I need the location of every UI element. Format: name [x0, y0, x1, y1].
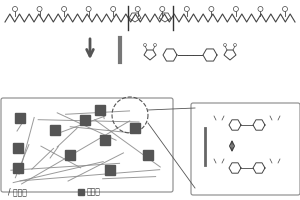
- Bar: [13, 143, 23, 153]
- Text: 动态键: 动态键: [87, 187, 101, 196]
- Circle shape: [233, 6, 238, 11]
- Circle shape: [258, 6, 263, 11]
- Text: / 分子链: / 分子链: [8, 187, 27, 196]
- Bar: [13, 163, 23, 173]
- Circle shape: [233, 44, 236, 46]
- Circle shape: [209, 6, 214, 11]
- Circle shape: [143, 44, 146, 46]
- Circle shape: [13, 6, 17, 11]
- Circle shape: [223, 114, 226, 116]
- Bar: [143, 150, 153, 160]
- Circle shape: [224, 44, 226, 46]
- Circle shape: [283, 6, 287, 11]
- Circle shape: [223, 156, 226, 160]
- Bar: [100, 135, 110, 145]
- Bar: [105, 165, 115, 175]
- Circle shape: [37, 6, 42, 11]
- Circle shape: [212, 156, 215, 160]
- Bar: [95, 105, 105, 115]
- Circle shape: [61, 6, 67, 11]
- Circle shape: [212, 114, 215, 116]
- FancyBboxPatch shape: [1, 98, 173, 192]
- Circle shape: [278, 156, 281, 160]
- Bar: [80, 115, 90, 125]
- Circle shape: [268, 156, 272, 160]
- Bar: [50, 125, 60, 135]
- Bar: [65, 150, 75, 160]
- FancyBboxPatch shape: [191, 103, 300, 195]
- Circle shape: [154, 44, 157, 46]
- Bar: [15, 113, 25, 123]
- Circle shape: [135, 6, 140, 11]
- Circle shape: [278, 114, 281, 116]
- Bar: [78, 189, 84, 195]
- Bar: [130, 123, 140, 133]
- Circle shape: [111, 6, 116, 11]
- Circle shape: [160, 6, 165, 11]
- Circle shape: [184, 6, 189, 11]
- Circle shape: [268, 114, 272, 116]
- Circle shape: [86, 6, 91, 11]
